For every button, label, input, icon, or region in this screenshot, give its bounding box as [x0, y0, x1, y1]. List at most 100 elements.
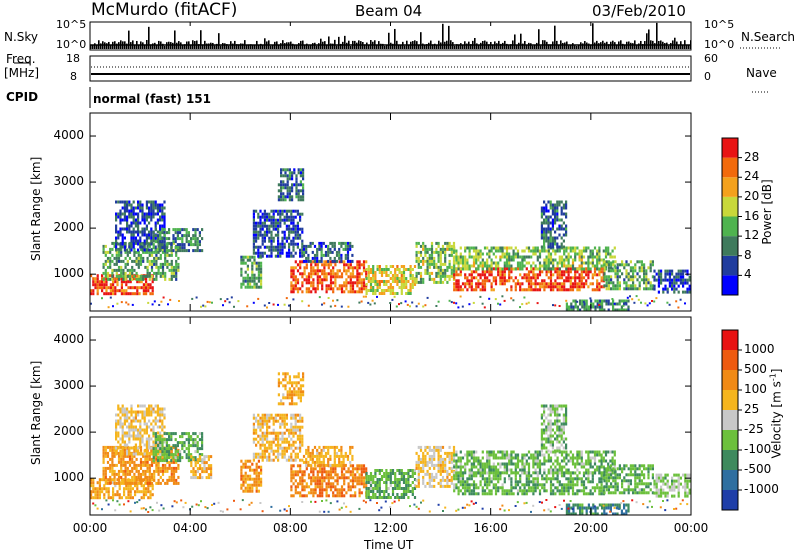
- heatmap-cell: [569, 249, 572, 253]
- heatmap-cell: [565, 200, 568, 204]
- noise-bar: [636, 45, 638, 49]
- heatmap-cell: [159, 441, 162, 445]
- heatmap-cell: [294, 227, 297, 231]
- heatmap-cell: [272, 248, 275, 252]
- heatmap-cell: [558, 267, 561, 271]
- heatmap-cell: [327, 272, 330, 276]
- heatmap-cell: [477, 267, 480, 271]
- heatmap-cell: [190, 237, 193, 241]
- heatmap-cell: [611, 255, 614, 259]
- heatmap-cell: [141, 203, 144, 207]
- heatmap-cell: [453, 255, 456, 259]
- heatmap-cell: [580, 285, 583, 289]
- heatmap-cell: [450, 271, 453, 275]
- heatmap-cell: [327, 250, 330, 254]
- heatmap-cell: [479, 264, 482, 268]
- heatmap-cell: [660, 275, 663, 279]
- heatmap-cell: [283, 437, 286, 441]
- heatmap-cell: [613, 264, 616, 268]
- heatmap-cell: [129, 292, 132, 296]
- heatmap-cell: [488, 270, 491, 274]
- heatmap-cell: [367, 280, 370, 283]
- heatmap-cell: [604, 249, 608, 253]
- heatmap-cell: [453, 301, 455, 304]
- heatmap-cell: [365, 289, 368, 292]
- heatmap-cell: [252, 221, 255, 225]
- heatmap-cell: [441, 262, 445, 266]
- heatmap-cell: [305, 266, 308, 270]
- heatmap-cell: [164, 250, 167, 254]
- heatmap-cell: [481, 288, 484, 292]
- heatmap-cell: [175, 277, 178, 281]
- heatmap-cell: [255, 236, 258, 240]
- heatmap-cell: [662, 278, 665, 282]
- heatmap-cell: [170, 478, 173, 482]
- heatmap-cell: [219, 298, 222, 301]
- heatmap-cell: [632, 269, 635, 273]
- heatmap-cell: [587, 270, 590, 274]
- heatmap-cell: [468, 267, 471, 271]
- heatmap-cell: [327, 297, 330, 299]
- heatmap-cell: [516, 264, 520, 268]
- heatmap-cell: [268, 215, 271, 219]
- heatmap-cell: [172, 274, 176, 278]
- heatmap-cell: [439, 247, 442, 251]
- heatmap-cell: [296, 233, 299, 237]
- heatmap-cell: [387, 268, 390, 271]
- heatmap-cell: [565, 305, 568, 309]
- heatmap-cell: [299, 215, 302, 219]
- heatmap-cell: [146, 250, 149, 254]
- heatmap-cell: [532, 276, 535, 280]
- heatmap-cell: [580, 270, 583, 274]
- heatmap-cell: [568, 308, 571, 311]
- heatmap-cell: [329, 485, 333, 489]
- heatmap-cell: [551, 218, 554, 222]
- heatmap-cell: [143, 227, 146, 231]
- heatmap-cell: [508, 270, 511, 274]
- heatmap-cell: [560, 285, 564, 289]
- heatmap-cell: [166, 469, 169, 473]
- heatmap-cell: [662, 287, 665, 291]
- heatmap-cell: [299, 248, 302, 252]
- heatmap-cell: [251, 267, 254, 271]
- heatmap-cell: [274, 209, 277, 213]
- heatmap-cell: [111, 268, 114, 272]
- heatmap-cell: [415, 277, 418, 281]
- heatmap-cell: [96, 292, 99, 296]
- heatmap-cell: [172, 460, 176, 464]
- heatmap-cell: [145, 224, 148, 228]
- heatmap-cell: [510, 255, 513, 259]
- heatmap-cell: [472, 301, 475, 304]
- heatmap-cell: [334, 470, 337, 474]
- heatmap-cell: [253, 483, 256, 487]
- heatmap-cell: [145, 218, 148, 222]
- heatmap-cell: [192, 228, 195, 232]
- heatmap-cell: [163, 447, 166, 451]
- heatmap-cell: [283, 236, 286, 240]
- heatmap-cell: [598, 288, 601, 292]
- heatmap-cell: [560, 206, 563, 210]
- noise-bar: [280, 43, 282, 49]
- heatmap-cell: [545, 236, 548, 240]
- heatmap-cell: [134, 434, 137, 438]
- heatmap-cell: [525, 273, 528, 277]
- heatmap-cell: [283, 455, 286, 459]
- heatmap-cell: [172, 445, 176, 449]
- heatmap-cell: [286, 177, 289, 181]
- heatmap-cell: [257, 465, 260, 469]
- heatmap-cell: [146, 268, 149, 272]
- heatmap-cell: [490, 267, 493, 271]
- heatmap-cell: [290, 428, 293, 432]
- heatmap-cell: [360, 272, 363, 276]
- noise-bar: [224, 43, 226, 49]
- noise-bar: [232, 43, 234, 49]
- heatmap-cell: [288, 378, 291, 382]
- heatmap-cell: [301, 479, 304, 483]
- heatmap-cell: [290, 488, 293, 492]
- heatmap-cell: [499, 276, 502, 280]
- heatmap-cell: [124, 271, 127, 275]
- heatmap-cell: [560, 276, 564, 280]
- heatmap-cell: [649, 260, 652, 264]
- heatmap-cell: [274, 434, 277, 438]
- heatmap-cell: [312, 488, 315, 492]
